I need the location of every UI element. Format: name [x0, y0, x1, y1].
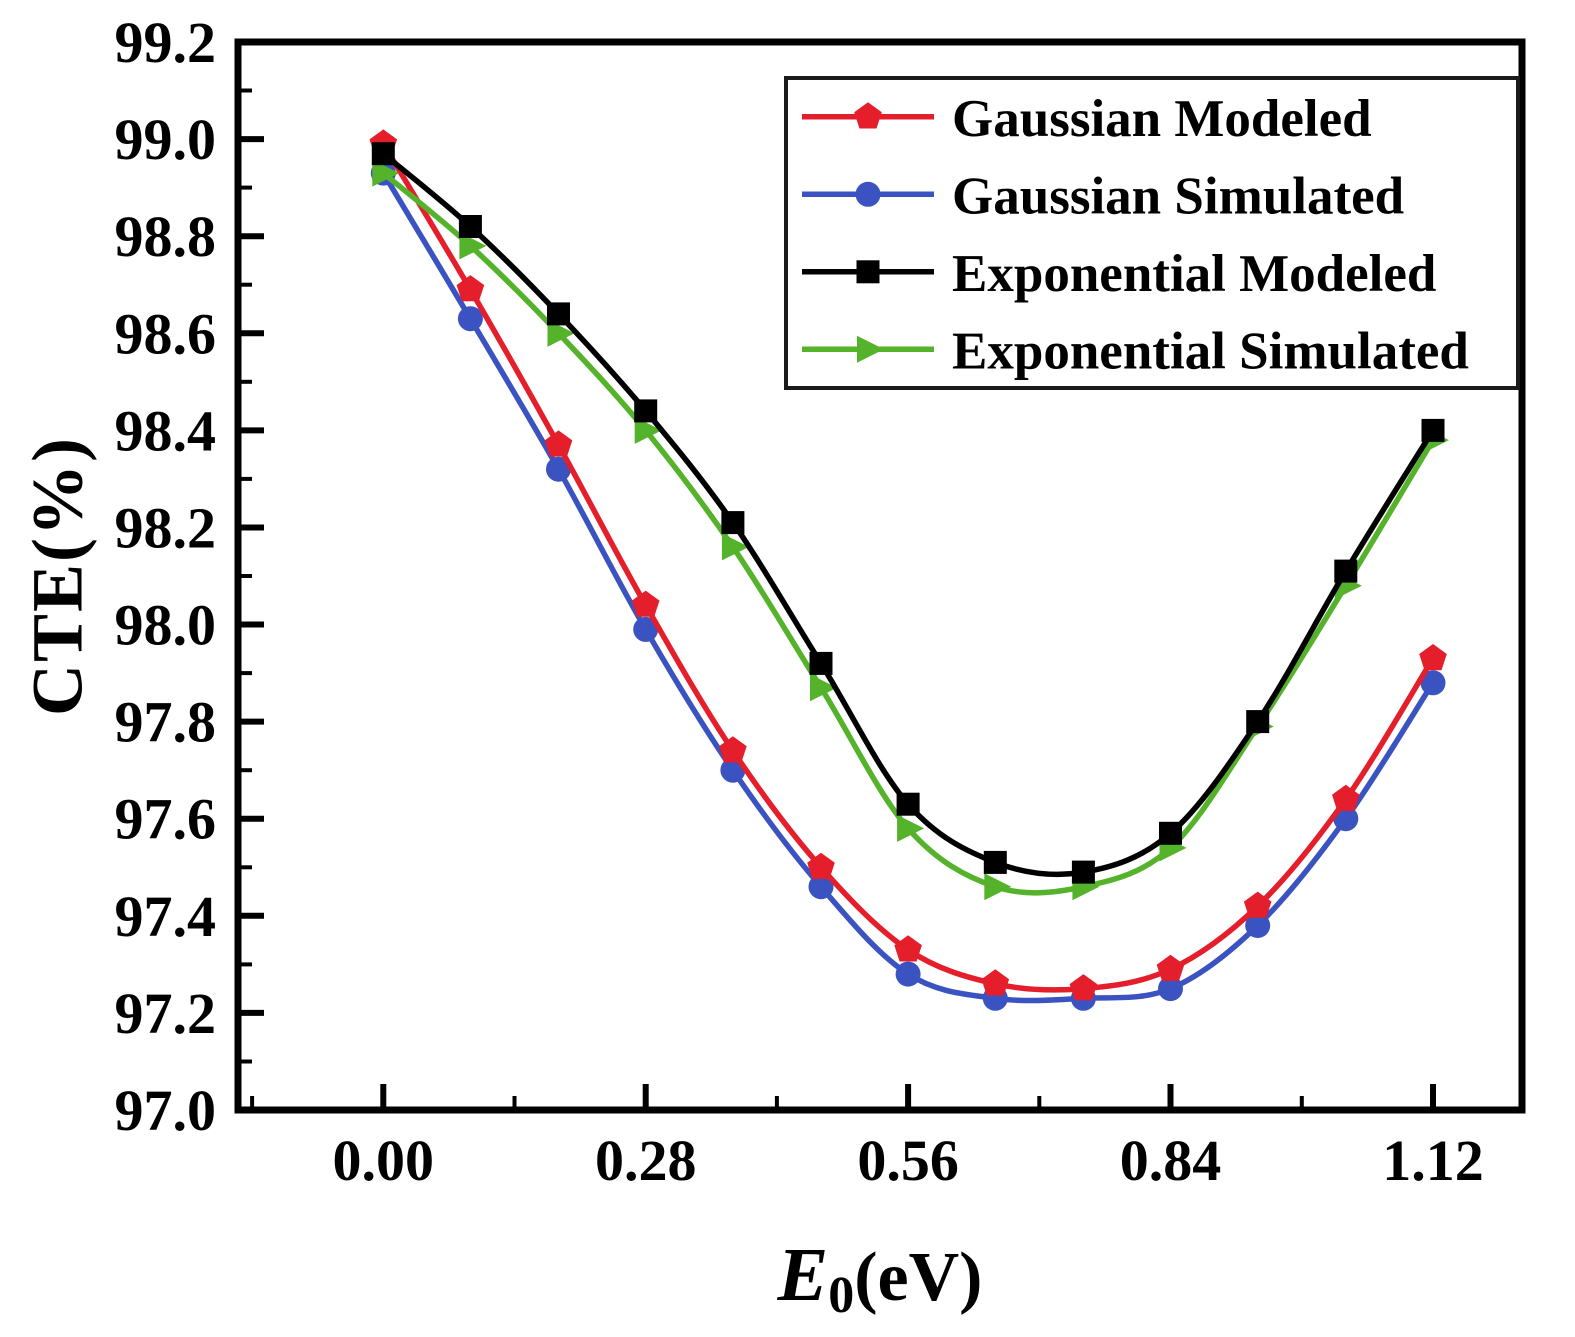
x-tick-label: 0.56 [857, 1128, 959, 1193]
triangle-right-marker [634, 416, 662, 444]
y-tick-label: 97.0 [115, 1078, 217, 1143]
pentagon-marker [631, 590, 660, 617]
legend-label: Gaussian Simulated [952, 167, 1404, 225]
legend-entry-gaussian-simulated: Gaussian Simulated [802, 167, 1404, 225]
square-marker [983, 850, 1007, 874]
square-marker [1246, 710, 1270, 734]
y-tick-label: 97.6 [115, 787, 217, 852]
x-axis-variable: E [777, 1233, 829, 1317]
pentagon-marker [1332, 784, 1360, 811]
x-tick-label: 0.00 [333, 1128, 435, 1193]
circle-marker [546, 456, 571, 482]
square-marker [721, 511, 745, 535]
x-tick-label: 0.28 [595, 1128, 697, 1193]
legend-label: Gaussian Modeled [952, 90, 1372, 148]
square-marker [1334, 559, 1358, 583]
y-tick-label: 99.2 [115, 10, 217, 75]
triangle-right-marker [897, 814, 925, 842]
y-tick-label: 98.0 [115, 593, 217, 658]
square-marker [634, 399, 658, 423]
triangle-right-marker [984, 873, 1012, 901]
triangle-right-marker [547, 319, 575, 347]
pentagon-marker [1243, 891, 1272, 918]
circle-marker [1245, 913, 1271, 938]
legend-label: Exponential Simulated [952, 322, 1469, 380]
legend-label: Exponential Modeled [952, 245, 1436, 303]
square-marker [1071, 860, 1095, 884]
circle-marker [1158, 976, 1183, 1002]
square-marker [856, 260, 880, 284]
circle-marker [1420, 670, 1446, 696]
x-tick-label: 1.12 [1382, 1128, 1484, 1193]
pentagon-marker [1419, 644, 1447, 671]
square-marker [1159, 821, 1182, 845]
x-axis-title: E0(eV) [777, 1232, 983, 1322]
y-tick-label: 98.6 [115, 301, 217, 366]
pentagon-marker [719, 736, 747, 763]
square-marker [371, 142, 395, 166]
pentagon-marker [456, 275, 485, 302]
y-tick-label: 98.8 [115, 204, 217, 269]
triangle-right-marker [459, 232, 487, 260]
legend-entry-exponential-simulated: Exponential Simulated [802, 322, 1469, 380]
pentagon-marker [544, 430, 573, 457]
circle-marker [855, 181, 881, 207]
square-marker [547, 302, 570, 326]
pentagon-marker [981, 969, 1010, 996]
triangle-right-marker [857, 335, 884, 363]
pentagon-marker [854, 102, 882, 129]
square-marker [896, 792, 920, 816]
circle-marker [808, 874, 834, 900]
triangle-right-marker [810, 674, 837, 702]
y-tick-label: 97.8 [115, 690, 217, 755]
circle-marker [895, 961, 921, 987]
pentagon-marker [807, 852, 835, 879]
y-axis-title: CTE(%) [17, 436, 98, 716]
legend-entry-exponential-modeled: Exponential Modeled [802, 245, 1436, 303]
square-marker [809, 651, 833, 675]
y-tick-label: 97.2 [115, 981, 217, 1046]
legend-entry-gaussian-modeled: Gaussian Modeled [802, 90, 1372, 148]
y-tick-label: 97.4 [115, 884, 217, 949]
pentagon-marker [1156, 954, 1185, 981]
square-marker [1421, 418, 1445, 442]
x-axis-subscript: 0 [828, 1267, 855, 1324]
y-tick-label: 98.4 [115, 398, 217, 463]
circle-marker [633, 616, 659, 642]
circle-marker [457, 306, 483, 332]
x-axis-unit: (eV) [854, 1239, 983, 1316]
pentagon-marker [894, 935, 922, 962]
y-tick-label: 99.0 [115, 107, 217, 172]
square-marker [458, 215, 482, 238]
y-tick-label: 98.2 [115, 496, 217, 561]
triangle-right-marker [372, 159, 400, 187]
triangle-right-marker [721, 533, 749, 561]
x-tick-label: 0.84 [1120, 1128, 1222, 1193]
legend-box [784, 76, 1520, 390]
pentagon-marker [1069, 974, 1098, 1001]
